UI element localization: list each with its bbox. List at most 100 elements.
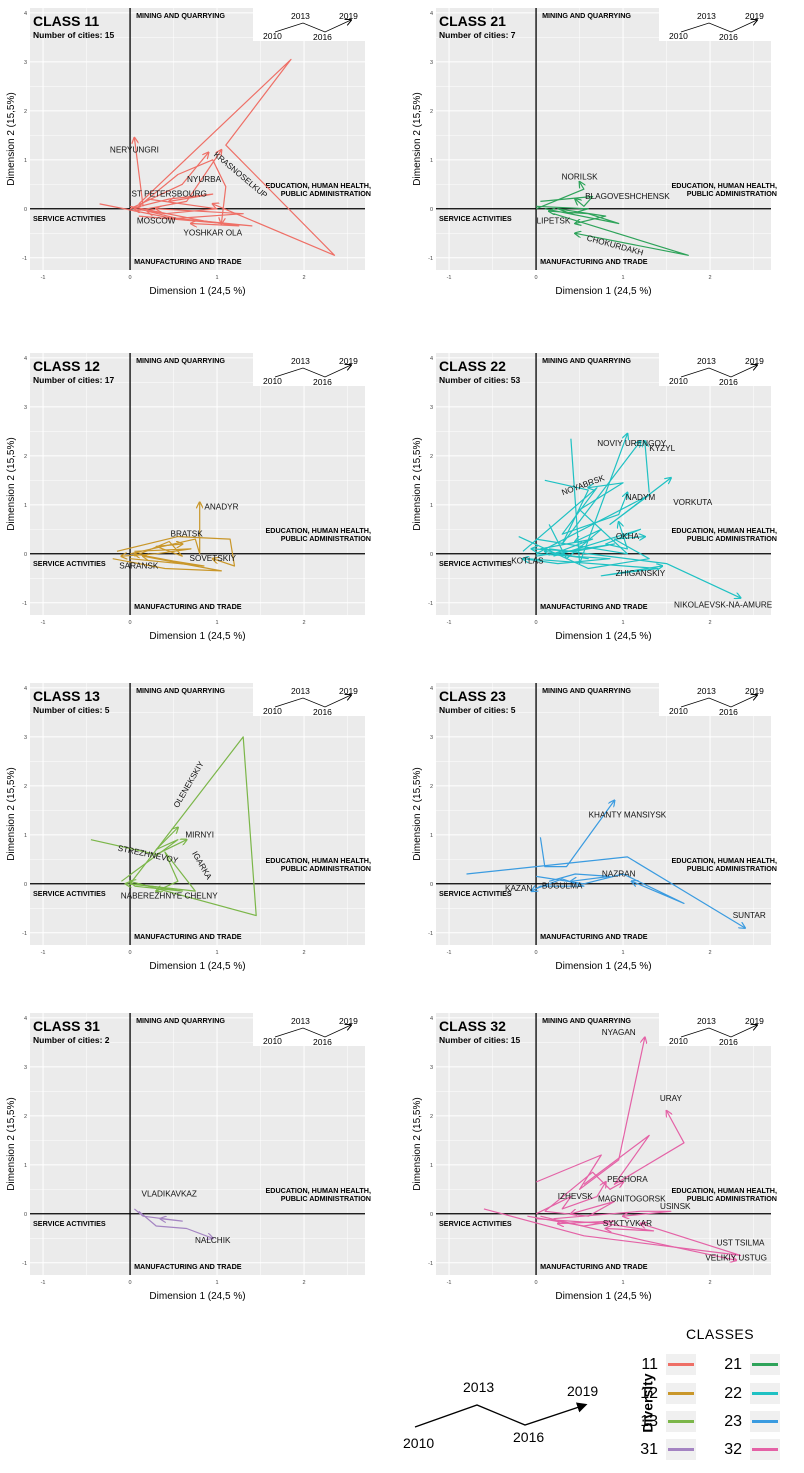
city-label: NIKOLAEVSK-NA-AMURE xyxy=(674,601,773,610)
city-trajectory xyxy=(535,478,671,555)
x-tick-label: -1 xyxy=(447,1280,452,1286)
timeline-inset-year: 2016 xyxy=(313,32,332,42)
legend-swatch xyxy=(666,1439,696,1460)
class-title: CLASS 21 xyxy=(439,13,506,29)
timeline-inset-year: 2013 xyxy=(291,356,310,366)
timeline-inset-year: 2019 xyxy=(339,686,358,696)
y-axis-title: Dimension 2 (15,5%) xyxy=(6,767,17,860)
y-axis-title: Dimension 2 (15,5%) xyxy=(412,1097,423,1190)
city-trajectory xyxy=(522,487,627,552)
city-label: SOVETSKIY xyxy=(190,554,237,563)
timeline-inset-year: 2013 xyxy=(291,1016,310,1026)
city-label: LIPETSK xyxy=(537,216,571,225)
y-tick-label: -1 xyxy=(22,1261,27,1267)
x-tick-label: 2 xyxy=(303,620,306,626)
legend-swatch xyxy=(750,1439,780,1460)
number-of-cities: Number of cities: 2 xyxy=(33,1035,110,1045)
y-tick-label: 4 xyxy=(24,1016,27,1022)
class-title: CLASS 12 xyxy=(33,358,100,374)
city-label: MAGNITOGORSK xyxy=(598,1195,666,1204)
quadrant-label-left: SERVICE ACTIVITIES xyxy=(439,559,512,568)
x-axis-title: Dimension 1 (24,5 %) xyxy=(149,961,245,972)
x-tick-label: 0 xyxy=(535,620,538,626)
city-label: NALCHIK xyxy=(195,1236,231,1245)
timeline-inset-year: 2016 xyxy=(719,32,738,42)
timeline-inset-year: 2013 xyxy=(697,686,716,696)
city-trajectory xyxy=(90,840,187,855)
plot-background xyxy=(30,683,365,945)
number-of-cities: Number of cities: 5 xyxy=(439,705,516,715)
city-trajectory xyxy=(116,536,236,567)
y-tick-label: 0 xyxy=(430,1212,433,1218)
city-trajectory xyxy=(527,1215,615,1226)
number-of-cities: Number of cities: 17 xyxy=(33,375,115,385)
x-tick-label: 0 xyxy=(535,950,538,956)
plot-background xyxy=(436,353,771,615)
chart-svg: -1 0 1 2 -1 0 1 2 3 4 Dimension 1 (24,5 %) Dimensio… xyxy=(405,353,777,642)
number-of-cities: Number of cities: 53 xyxy=(439,375,521,385)
timeline-inset-year: 2019 xyxy=(745,686,764,696)
quadrant-label-top: MINING AND QUARRYING xyxy=(136,356,225,365)
timeline-inset-year: 2013 xyxy=(697,1016,716,1026)
timeline-year-2019: 2019 xyxy=(567,1383,598,1399)
chart-svg: -1 0 1 2 -1 0 1 2 3 4 Dimension 1 (24,5 %) Dimensio… xyxy=(6,1013,371,1302)
city-trajectory xyxy=(535,182,584,210)
plot-background xyxy=(30,1013,365,1275)
legend-item-22: 22 xyxy=(716,1383,780,1404)
city-trajectory xyxy=(540,195,594,207)
city-label: NERYUNGRI xyxy=(110,145,159,154)
x-tick-label: 2 xyxy=(709,950,712,956)
y-tick-label: 4 xyxy=(24,686,27,692)
city-trajectory xyxy=(527,558,662,577)
city-label: IZHEVSK xyxy=(558,1192,594,1201)
chart-panel-class-21: -1 0 1 2 -1 0 1 2 3 4 Dimension 1 (24,5 %) Dimensio… xyxy=(405,0,792,320)
city-label: USINSK xyxy=(660,1202,691,1211)
timeline-inset-year: 2019 xyxy=(339,1016,358,1026)
city-trajectory xyxy=(570,434,628,565)
city-trajectory xyxy=(536,482,628,555)
city-label: PECHORA xyxy=(607,1175,648,1184)
x-tick-label: 2 xyxy=(303,1280,306,1286)
quadrant-label-top: MINING AND QUARRYING xyxy=(542,686,631,695)
x-tick-label: 1 xyxy=(216,620,219,626)
legend-swatch xyxy=(750,1411,780,1432)
plot-background xyxy=(436,8,771,270)
x-tick-label: 0 xyxy=(535,1280,538,1286)
y-axis-title: Dimension 2 (15,5%) xyxy=(412,437,423,530)
city-label: BRATSK xyxy=(171,530,204,539)
quadrant-label-left: SERVICE ACTIVITIES xyxy=(33,214,106,223)
timeline-inset-year: 2016 xyxy=(719,1037,738,1047)
city-trajectory xyxy=(535,1182,606,1215)
legend-swatch xyxy=(666,1383,696,1404)
quadrant-label-right-1: EDUCATION, HUMAN HEALTH, xyxy=(671,526,777,535)
city-label: KYZYL xyxy=(649,444,675,453)
city-label: ZHIGANSKIY xyxy=(616,569,666,578)
y-tick-label: 3 xyxy=(430,735,433,741)
legend-code: 23 xyxy=(724,1412,742,1430)
timeline-inset-line xyxy=(680,1025,757,1038)
y-tick-label: -1 xyxy=(428,601,433,607)
city-trajectory xyxy=(129,193,214,210)
quadrant-label-left: SERVICE ACTIVITIES xyxy=(33,1219,106,1228)
city-label: NAZRAN xyxy=(602,869,636,878)
city-trajectory xyxy=(544,209,620,225)
y-tick-label: 2 xyxy=(430,109,433,115)
plot-background xyxy=(30,353,365,615)
x-tick-label: 2 xyxy=(303,275,306,281)
quadrant-label-left: SERVICE ACTIVITIES xyxy=(439,214,512,223)
y-tick-label: 2 xyxy=(24,454,27,460)
quadrant-label-top: MINING AND QUARRYING xyxy=(542,11,631,20)
city-label: VLADIKAVKAZ xyxy=(142,1190,197,1199)
y-tick-label: 0 xyxy=(24,207,27,213)
y-tick-label: 4 xyxy=(24,11,27,17)
chart-svg: -1 0 1 2 -1 0 1 2 3 4 Dimension 1 (24,5 %) Dimensio… xyxy=(405,1013,777,1302)
city-trajectory xyxy=(583,1111,685,1185)
city-label: OKHA xyxy=(616,532,640,541)
city-trajectory xyxy=(121,548,192,556)
city-trajectory xyxy=(553,522,642,557)
y-tick-label: 3 xyxy=(24,405,27,411)
x-tick-label: 1 xyxy=(216,950,219,956)
timeline-inset-line xyxy=(274,695,351,708)
city-trajectory xyxy=(121,828,177,882)
quadrant-label-right-2: PUBLIC ADMINISTRATION xyxy=(281,189,371,198)
